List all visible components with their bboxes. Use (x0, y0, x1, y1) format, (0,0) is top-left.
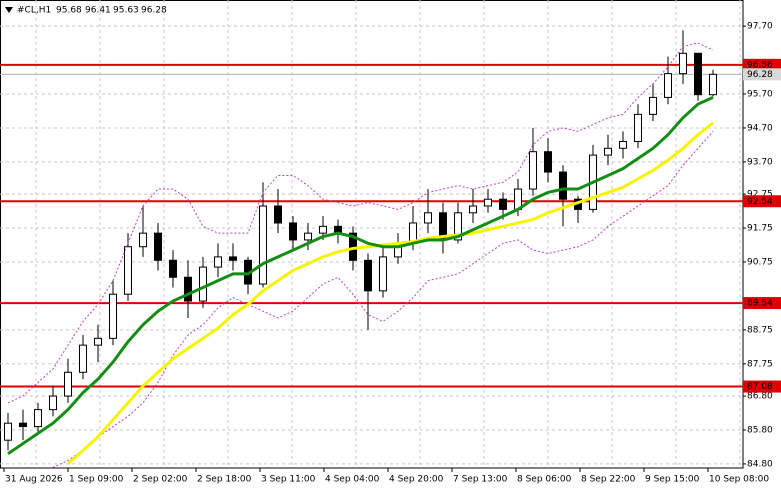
level-label-box (743, 380, 781, 393)
x-tick-label: 2 Sep 18:00 (197, 475, 252, 485)
y-tick-label: 88.75 (747, 325, 773, 335)
x-tick-label: 2 Sep 02:00 (133, 475, 188, 485)
candle-body (634, 113, 642, 143)
level-label-box (743, 297, 781, 310)
candle-body (469, 205, 477, 214)
candle-body (319, 225, 327, 234)
candle-body (424, 212, 432, 224)
candle-body (109, 293, 117, 339)
y-tick-label: 95.70 (747, 90, 773, 100)
y-tick-label: 87.75 (747, 359, 773, 369)
candle-body (484, 198, 492, 207)
candle-body (289, 222, 297, 241)
x-tick-label: 9 Sep 15:00 (645, 475, 700, 485)
candle-body (79, 344, 87, 373)
candle-body (184, 276, 192, 302)
level-label: 92.54 (747, 197, 773, 207)
candle-body (364, 259, 372, 292)
level-label: 89.54 (747, 299, 773, 309)
level-label: 96.56 (747, 60, 773, 70)
y-tick-label: 91.75 (747, 224, 773, 234)
x-tick-label: 8 Sep 06:00 (517, 475, 572, 485)
candle-body (154, 232, 162, 261)
moving-average (66, 121, 714, 466)
candle-body (4, 422, 12, 441)
candle-body (169, 259, 177, 278)
header-open: 95.68 (56, 6, 82, 16)
candle-body (499, 198, 507, 210)
candle-body (619, 141, 627, 149)
candle-body (559, 171, 567, 200)
candle-body (544, 151, 552, 173)
y-tick-label: 85.80 (747, 425, 773, 435)
candle-body (304, 232, 312, 241)
y-tick-label: 84.80 (747, 459, 773, 469)
candle-body (454, 212, 462, 241)
x-tick-label: 10 Sep 08:00 (709, 475, 769, 485)
moving-average (7, 96, 714, 455)
header-close: 96.28 (141, 6, 167, 16)
symbol: #CL,H1 (17, 6, 51, 16)
candle-body (649, 96, 657, 115)
level-label-box (743, 58, 781, 71)
candle-body (139, 232, 147, 248)
candle-body (49, 395, 57, 411)
candle-body (604, 147, 612, 156)
candle-body (664, 73, 672, 98)
y-tick-label: 93.70 (747, 157, 773, 167)
candle-body (259, 205, 267, 285)
candle-body (274, 205, 282, 224)
y-tick-label: 94.70 (747, 123, 773, 133)
current-price-label: 96.28 (747, 70, 773, 80)
x-tick-label: 4 Sep 20:00 (389, 475, 444, 485)
candle-body (694, 52, 702, 96)
x-tick-label: 31 Aug 2026 (5, 475, 63, 485)
candle-body (34, 409, 42, 428)
current-price-box (743, 68, 781, 81)
x-tick-label: 1 Sep 09:00 (69, 475, 124, 485)
candle-body (229, 256, 237, 261)
candle-body (19, 422, 27, 428)
level-label: 87.08 (747, 382, 773, 392)
x-tick-label: 7 Sep 13:00 (453, 475, 508, 485)
candle-body (124, 246, 132, 295)
header-low: 95.63 (113, 6, 139, 16)
y-tick-label: 86.80 (747, 392, 773, 402)
menu-triangle[interactable] (5, 7, 13, 13)
candle-body (679, 52, 687, 75)
candle-body (529, 151, 537, 190)
x-tick-label: 3 Sep 11:00 (261, 475, 316, 485)
candle-body (379, 256, 387, 292)
header-high: 96.41 (85, 6, 111, 16)
candle-body (214, 256, 222, 268)
x-tick-label: 4 Sep 04:00 (325, 475, 380, 485)
y-tick-label: 92.75 (747, 190, 773, 200)
candle-body (199, 266, 207, 302)
plot-frame (0, 0, 744, 469)
x-tick-label: 8 Sep 22:00 (581, 475, 636, 485)
level-label-box (743, 195, 781, 208)
candle-body (709, 73, 717, 96)
candle-body (94, 337, 102, 346)
band-line (50, 131, 714, 468)
candle-body (64, 371, 72, 397)
band-line (7, 42, 714, 404)
y-tick-label: 90.75 (747, 257, 773, 267)
y-tick-label: 97.70 (747, 22, 773, 32)
